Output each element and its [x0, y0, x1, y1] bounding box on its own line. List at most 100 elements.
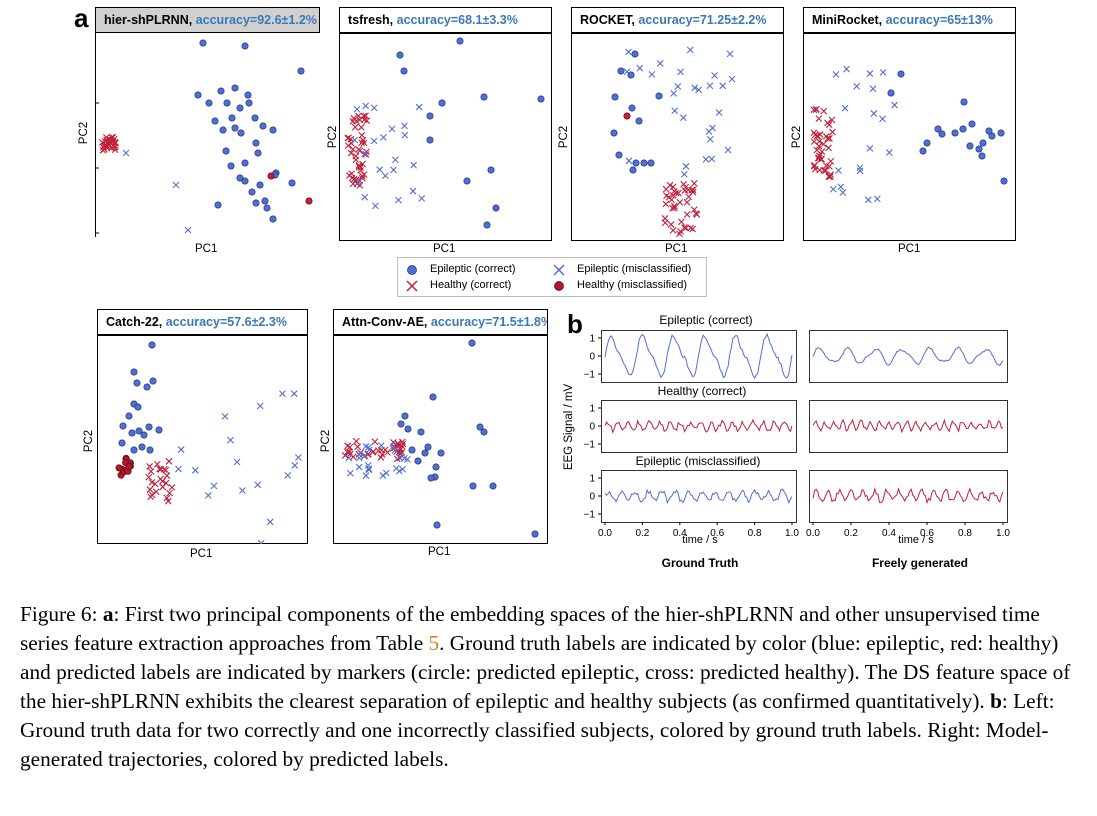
marker-healthy-correct [163, 472, 171, 480]
marker-epileptic-correct [629, 166, 637, 174]
marker-epileptic-correct [396, 51, 404, 59]
legend-epileptic-misclassified: Epileptic (misclassified) [577, 263, 692, 275]
caption-text3: : Left: Ground truth data for two correc… [20, 689, 1055, 771]
plot-title: hier-shPLRNN, accuracy=92.6±1.2% [95, 7, 320, 33]
marker-epileptic-misclassified [625, 48, 632, 56]
marker-epileptic-correct [269, 215, 277, 223]
marker-epileptic-correct [261, 197, 269, 205]
marker-epileptic-correct [236, 104, 244, 112]
marker-epileptic-correct [401, 412, 409, 420]
marker-epileptic-misclassified [410, 161, 418, 169]
marker-healthy-correct [146, 486, 154, 493]
marker-healthy-correct [349, 145, 357, 153]
marker-healthy-misclassified [267, 172, 275, 180]
marker-healthy-correct [99, 146, 107, 154]
marker-epileptic-misclassified [691, 84, 699, 92]
marker-epileptic-misclassified [382, 469, 390, 477]
marker-epileptic-correct [263, 204, 271, 212]
marker-epileptic-misclassified [864, 196, 872, 204]
legend-markers [406, 264, 565, 292]
marker-healthy-correct [825, 144, 832, 152]
marker-epileptic-correct [227, 162, 235, 170]
marker-epileptic-correct [259, 122, 267, 130]
marker-epileptic-correct [146, 446, 154, 454]
marker-epileptic-misclassified [362, 102, 370, 110]
marker-healthy-correct [829, 128, 836, 136]
caption-table-ref[interactable]: 5 [428, 631, 440, 655]
marker-epileptic-correct [241, 42, 249, 50]
marker-epileptic-correct [130, 446, 138, 454]
marker-healthy-correct [820, 140, 827, 148]
eeg-x-tick-label: 1.0 [785, 528, 799, 539]
legend-healthy-misclassified-marker [554, 281, 564, 291]
eeg-x-tick-label: 0.8 [958, 528, 972, 539]
marker-epileptic-correct [288, 179, 296, 187]
eeg-col-freely-generated: Freely generated [871, 556, 969, 570]
marker-epileptic-correct [655, 92, 663, 100]
marker-epileptic-misclassified [885, 149, 893, 156]
marker-epileptic-correct [400, 67, 408, 75]
marker-epileptic-misclassified [636, 64, 644, 72]
marker-epileptic-misclassified [686, 46, 694, 54]
marker-epileptic-correct [149, 377, 157, 385]
marker-epileptic-misclassified [711, 72, 718, 79]
marker-healthy-correct [692, 210, 700, 217]
marker-healthy-correct [828, 116, 836, 124]
eeg-x-tick-label: 0.6 [920, 528, 934, 539]
marker-epileptic-misclassified [625, 157, 633, 165]
eeg-trace [604, 332, 793, 379]
legend-epileptic-misclassified-marker [553, 264, 565, 276]
marker-epileptic-correct [923, 139, 931, 147]
marker-epileptic-misclassified [873, 195, 881, 203]
marker-epileptic-correct [118, 439, 126, 447]
scatter-minirocket [803, 33, 1016, 241]
xlabel-attn: PC1 [428, 546, 451, 558]
eeg-x-tick-label: 0.0 [806, 528, 820, 539]
marker-epileptic-correct [251, 114, 259, 122]
marker-epileptic-misclassified [284, 472, 292, 479]
marker-healthy-correct [826, 134, 833, 142]
plot-rocket: ROCKET, accuracy=71.25±2.2% [571, 7, 784, 241]
marker-healthy-correct [683, 211, 691, 218]
marker-healthy-correct [369, 448, 377, 455]
eeg-x-tick-label: 0.4 [673, 528, 687, 539]
marker-epileptic-misclassified [257, 539, 265, 544]
marker-epileptic-correct [404, 425, 412, 433]
marker-epileptic-correct [119, 422, 127, 430]
marker-epileptic-correct [429, 393, 437, 401]
marker-healthy-correct [398, 449, 406, 456]
marker-epileptic-misclassified [184, 226, 192, 234]
marker-epileptic-correct [985, 127, 993, 135]
marker-healthy-correct [345, 134, 352, 142]
marker-epileptic-correct [397, 420, 405, 428]
marker-epileptic-correct [938, 130, 946, 138]
axes-frame [571, 33, 784, 241]
marker-epileptic-misclassified [122, 149, 130, 157]
marker-healthy-correct [669, 204, 676, 212]
marker-epileptic-misclassified [415, 103, 423, 111]
marker-healthy-correct [680, 224, 688, 231]
marker-healthy-correct [359, 160, 367, 168]
marker-epileptic-misclassified [839, 189, 847, 196]
marker-epileptic-misclassified [372, 202, 379, 210]
marker-epileptic-misclassified [832, 71, 840, 78]
marker-epileptic-correct [125, 412, 133, 420]
marker-epileptic-misclassified [388, 125, 396, 133]
marker-epileptic-correct [217, 87, 225, 95]
scatter-rocket [571, 33, 784, 241]
marker-epileptic-correct [421, 449, 429, 457]
marker-healthy-correct [344, 142, 352, 149]
eeg-trace [812, 346, 1004, 367]
marker-healthy-correct [690, 180, 698, 187]
marker-epileptic-correct [966, 142, 974, 150]
marker-epileptic-correct [155, 426, 163, 434]
marker-epileptic-correct [483, 221, 491, 229]
marker-epileptic-correct [1000, 177, 1008, 185]
marker-healthy-correct [162, 479, 170, 487]
marker-healthy-correct [354, 443, 362, 451]
eeg-ylabel: EEG Signal / mV [563, 383, 575, 471]
marker-healthy-correct [675, 189, 682, 197]
eeg-title-epileptic-misclassified: Epileptic (misclassified) [635, 454, 761, 468]
marker-healthy-correct [151, 480, 159, 488]
marker-healthy-correct [378, 451, 386, 459]
